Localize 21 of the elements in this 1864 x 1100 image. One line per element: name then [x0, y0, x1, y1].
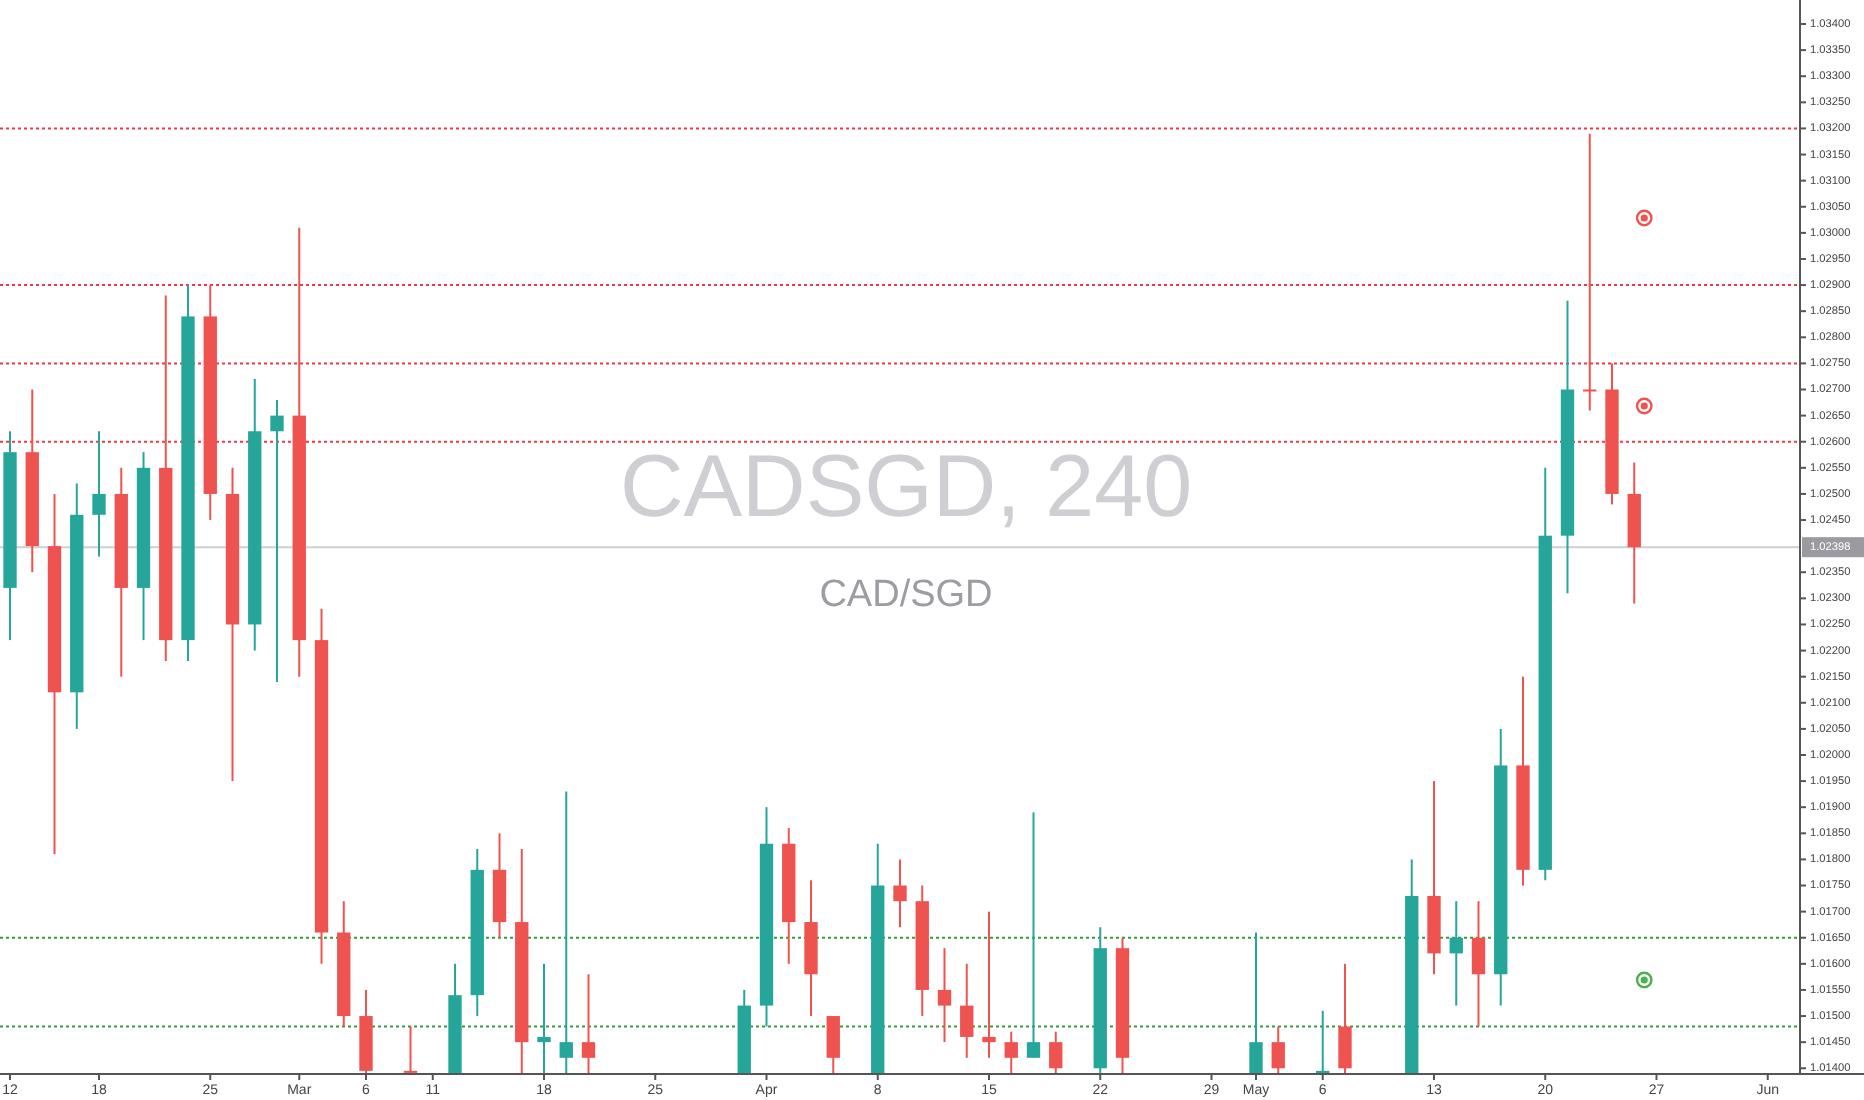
candlestick [1583, 132, 1597, 412]
candlestick [982, 910, 996, 1059]
candlestick [960, 962, 974, 1059]
candlestick [403, 1025, 418, 1075]
candlestick [893, 858, 907, 929]
text: CAD/SGD [819, 574, 993, 616]
candlestick [1249, 931, 1263, 1075]
candlestick [92, 430, 106, 558]
candlestick [826, 1015, 840, 1075]
candlestick [1338, 962, 1352, 1075]
candlestick [1026, 811, 1041, 1059]
candlestick [559, 790, 573, 1075]
candlestick [537, 962, 551, 1075]
candlestick [937, 947, 952, 1044]
candlestick [1004, 1030, 1018, 1075]
candlestick [1049, 1030, 1063, 1075]
candlestick [1449, 900, 1463, 1007]
candlestick [581, 973, 596, 1075]
candlestick [1471, 900, 1486, 1028]
candlestick [1271, 1025, 1285, 1075]
candlestick [270, 398, 284, 683]
